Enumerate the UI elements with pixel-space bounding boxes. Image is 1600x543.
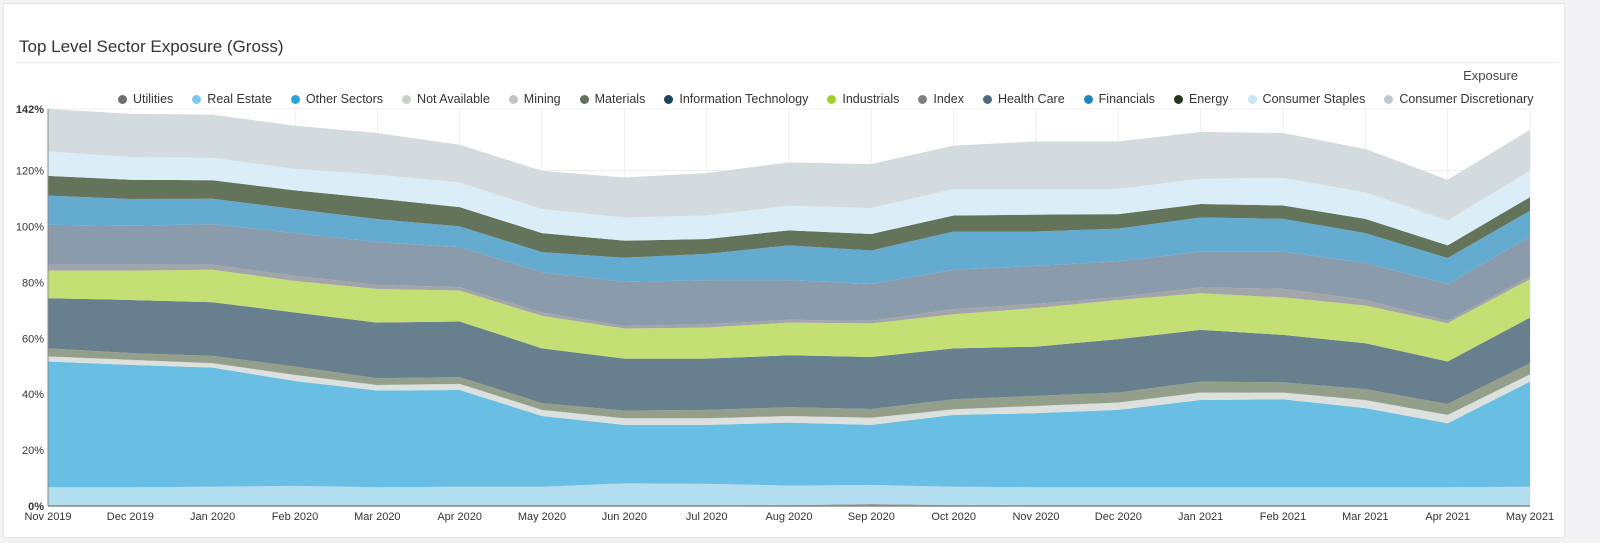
area-energy	[48, 175, 1530, 259]
legend-label: Health Care	[997, 92, 1065, 106]
legend-label: Industrials	[842, 92, 900, 106]
y-tick-label: 40%	[22, 389, 44, 401]
legend-item[interactable]: Materials	[579, 92, 646, 106]
title-divider	[16, 62, 1559, 63]
x-tick-label: Sep 2020	[848, 511, 895, 523]
legend-label: Index	[933, 92, 964, 106]
legend-marker-icon	[290, 94, 300, 104]
legend-item[interactable]: Consumer Staples	[1247, 92, 1366, 106]
y-axis-title: Exposure	[1463, 68, 1518, 83]
area-mining	[48, 356, 1530, 419]
y-tick-label: 142%	[16, 104, 44, 116]
legend-item[interactable]: Health Care	[982, 92, 1065, 106]
area-information-technology	[48, 298, 1530, 411]
legend-marker-icon	[1384, 94, 1394, 104]
x-tick-label: Nov 2020	[1012, 511, 1059, 523]
y-tick-label: 100%	[16, 221, 44, 233]
legend-label: Consumer Staples	[1262, 92, 1366, 106]
y-tick-label: 20%	[22, 445, 44, 457]
x-tick-label: May 2020	[518, 511, 566, 523]
legend-marker-icon	[664, 94, 674, 104]
area-financials	[48, 195, 1530, 285]
x-tick-label: Jan 2020	[190, 511, 235, 523]
legend: Utilities Real Estate Other Sectors Not Ava…	[118, 92, 1533, 106]
legend-marker-icon	[508, 94, 518, 104]
x-tick-label: Feb 2020	[272, 511, 318, 523]
legend-marker-icon	[827, 94, 837, 104]
x-tick-label: Apr 2021	[1425, 511, 1470, 523]
x-tick-label: Mar 2020	[354, 511, 400, 523]
y-tick-label: 120%	[16, 166, 44, 178]
area-consumer-discretionary	[48, 109, 1530, 221]
legend-marker-icon	[402, 94, 412, 104]
x-tick-label: Jul 2020	[686, 511, 728, 523]
legend-label: Not Available	[417, 92, 490, 106]
legend-item[interactable]: Financials	[1083, 92, 1155, 106]
area-health-care	[48, 224, 1530, 326]
legend-item[interactable]: Real Estate	[192, 92, 272, 106]
legend-marker-icon	[918, 94, 928, 104]
legend-item[interactable]: Utilities	[118, 92, 173, 106]
x-tick-label: Dec 2020	[1095, 511, 1142, 523]
legend-label: Energy	[1188, 92, 1229, 106]
legend-label: Utilities	[133, 92, 174, 106]
area-real-estate	[48, 483, 1530, 506]
legend-item[interactable]: Consumer Discretionary	[1384, 92, 1533, 106]
x-tick-label: May 2021	[1506, 511, 1554, 523]
y-tick-label: 80%	[22, 277, 44, 289]
x-tick-label: Jan 2021	[1178, 511, 1223, 523]
legend-item[interactable]: Other Sectors	[290, 92, 384, 106]
legend-marker-icon	[1083, 94, 1093, 104]
area-industrials	[48, 269, 1530, 362]
x-tick-label: Nov 2019	[24, 511, 71, 523]
chart-title: Top Level Sector Exposure (Gross)	[19, 37, 284, 56]
y-tick-label: 60%	[22, 333, 44, 345]
legend-marker-icon	[192, 94, 202, 104]
x-tick-label: Mar 2021	[1342, 511, 1388, 523]
x-tick-label: Oct 2020	[931, 511, 976, 523]
x-tick-label: Jun 2020	[602, 511, 647, 523]
area-materials	[48, 348, 1530, 419]
x-tick-label: Dec 2019	[107, 511, 154, 523]
legend-item[interactable]: Information Technology	[664, 92, 808, 106]
page-scrollbar[interactable]	[1566, 0, 1600, 543]
legend-item[interactable]: Index	[918, 92, 964, 106]
legend-label: Mining	[523, 92, 561, 106]
legend-marker-icon	[1247, 94, 1257, 104]
y-tick-label: 0%	[28, 501, 44, 513]
legend-item[interactable]: Mining	[508, 92, 561, 106]
legend-marker-icon	[1173, 94, 1183, 104]
x-tick-label: Apr 2020	[437, 511, 482, 523]
legend-label: Real Estate	[207, 92, 272, 106]
legend-marker-icon	[982, 94, 992, 104]
legend-label: Financials	[1098, 92, 1155, 106]
area-consumer-staples	[48, 151, 1530, 246]
x-tick-label: Aug 2020	[765, 511, 812, 523]
legend-item[interactable]: Not Available	[402, 92, 490, 106]
area-not-available	[48, 356, 1530, 425]
legend-label: Materials	[594, 92, 646, 106]
legend-label: Consumer Discretionary	[1399, 92, 1534, 106]
x-tick-label: Feb 2021	[1260, 511, 1306, 523]
area-other-sectors	[48, 361, 1530, 488]
legend-label: Other Sectors	[305, 92, 384, 106]
legend-item[interactable]: Industrials	[827, 92, 899, 106]
legend-item[interactable]: Energy	[1173, 92, 1229, 106]
legend-marker-icon	[579, 94, 589, 104]
legend-marker-icon	[118, 94, 127, 104]
legend-label: Information Technology	[679, 92, 809, 106]
